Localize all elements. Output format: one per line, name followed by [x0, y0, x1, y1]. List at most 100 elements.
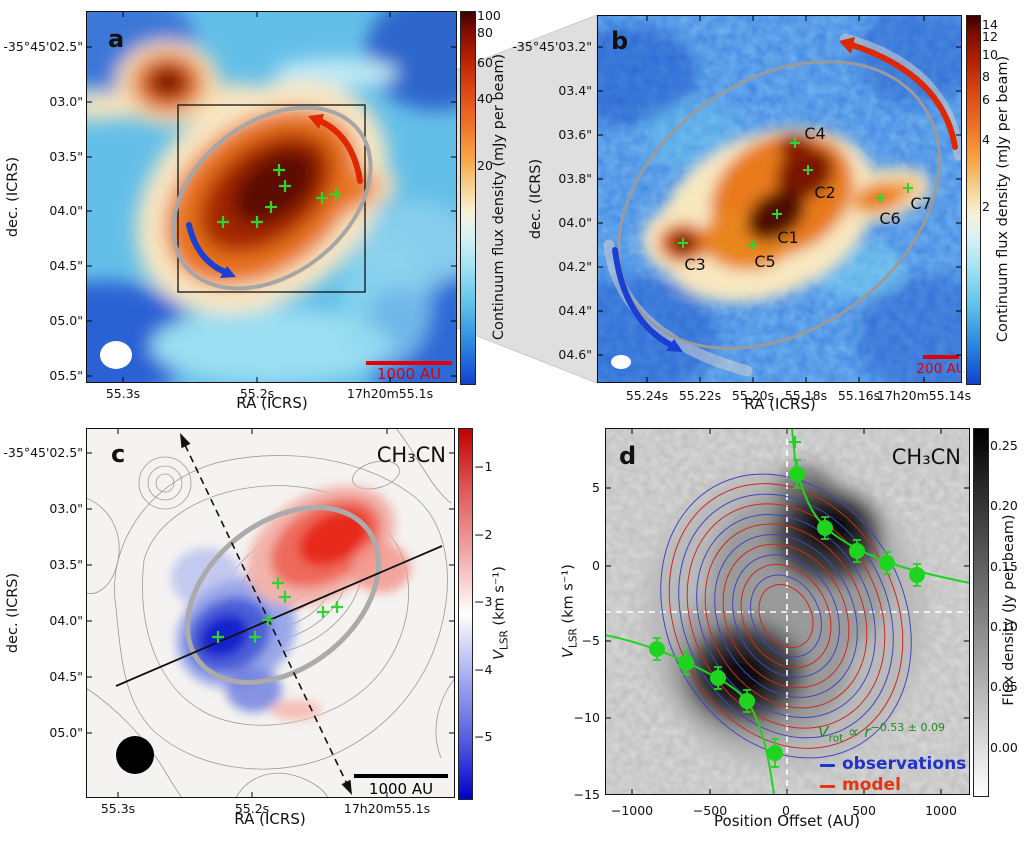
panel-letter: d — [619, 442, 636, 470]
model-legend-label: model — [842, 775, 901, 795]
b-ytick: 04.0" — [558, 215, 592, 230]
panel-letter: c — [111, 440, 125, 468]
b-xtick: 55.20s — [731, 388, 775, 403]
receding-arrow — [308, 114, 363, 184]
c-ytick: 04.0" — [49, 613, 83, 628]
c-cbar-label: VLSR (km s⁻¹) — [492, 566, 511, 660]
d-xtick: −500 — [692, 803, 728, 818]
observation-contours — [660, 473, 912, 759]
molecule-label: CH₃CN — [377, 443, 446, 467]
a-ytick: 04.0" — [49, 203, 83, 218]
scale-bar-label: 1000 AU — [369, 780, 433, 798]
major-axis-line — [115, 545, 443, 687]
a-ytick: 05.5" — [49, 368, 83, 383]
c-cbar-tick: −2 — [474, 527, 493, 542]
colorbar-b — [966, 15, 981, 385]
c-xtick: 55.3s — [100, 801, 136, 816]
d-cbar-tick: 0.20 — [990, 498, 1018, 513]
b-cbar-tick: 4 — [982, 132, 990, 147]
d-xlabel: Position Offset (AU) — [714, 812, 860, 830]
d-ytick: −10 — [573, 710, 600, 725]
core-label-c1: C1 — [777, 228, 798, 247]
colorbar-a — [460, 11, 476, 385]
a-ytick: 03.0" — [49, 94, 83, 109]
core-label-c7: C7 — [910, 194, 931, 213]
beam-ellipse — [611, 355, 631, 369]
receding-arrow — [839, 37, 958, 150]
b-cbar-tick: 14 — [982, 17, 998, 32]
approaching-arrow — [186, 222, 236, 278]
rotation-fit-annotation: Vrot ∝ r−0.53 ± 0.09 — [818, 721, 945, 744]
d-xtick: 0 — [782, 803, 790, 818]
observations-legend-dash — [820, 764, 835, 767]
d-xtick: 1000 — [925, 803, 957, 818]
d-ytick: −5 — [581, 633, 600, 648]
c-cbar-label-subscript: LSR — [498, 630, 511, 650]
a-cbar-tick: 100 — [477, 8, 501, 23]
core-label-c6: C6 — [879, 209, 900, 228]
crosshair-dashed-lines — [605, 428, 970, 795]
core-markers — [212, 577, 343, 643]
rotation-ellipse — [617, 60, 941, 350]
c-cbar-tick: −3 — [474, 594, 493, 609]
axis-ticks — [86, 428, 455, 798]
fit-subscript: rot — [828, 732, 844, 745]
c-cbar-tick: −4 — [474, 662, 493, 677]
a-ytick: -35°45'02.5" — [3, 39, 83, 54]
b-xtick: 55.18s — [784, 388, 828, 403]
model-legend-dash — [820, 785, 835, 788]
b-xlabel: RA (ICRS) — [744, 395, 816, 413]
b-ytick: 04.6" — [558, 347, 592, 362]
a-xtick: 17h20m55.1s — [346, 386, 434, 401]
colorbar-c — [458, 428, 473, 800]
d-xtick: −1000 — [610, 803, 654, 818]
axis-ticks — [605, 428, 970, 795]
c-ylabel: dec. (ICRS) — [5, 572, 21, 654]
b-ytick: 03.8" — [558, 171, 592, 186]
a-ytick: 05.0" — [49, 313, 83, 328]
core-labels: C1 C2 C3 C4 C5 C6 C7 — [684, 124, 931, 274]
a-cbar-tick: 60 — [477, 55, 493, 70]
c-ytick: -35°45'02.5" — [3, 445, 83, 460]
d-cbar-tick: 0.00 — [990, 740, 1018, 755]
a-ylabel: dec. (ICRS) — [5, 156, 21, 238]
axis-ticks — [597, 15, 962, 383]
colorbar-d — [973, 428, 989, 797]
d-cbar-label: Flux density (Jy per beam) — [1001, 514, 1017, 706]
d-ytick: 0 — [592, 558, 600, 573]
rotation-ellipse — [184, 505, 382, 685]
panel-a-map: 1000 AU a — [86, 11, 457, 383]
c-ytick: 03.0" — [49, 501, 83, 516]
c-xlabel: RA (ICRS) — [234, 810, 306, 828]
b-ytick: 04.2" — [558, 259, 592, 274]
c-cbar-tick: −1 — [474, 459, 493, 474]
b-xtick: 17h20m55.14s — [876, 388, 972, 403]
d-cbar-tick: 0.25 — [990, 438, 1018, 453]
b-ytick: 03.6" — [558, 127, 592, 142]
approaching-arrow — [612, 247, 683, 352]
axis-ticks — [86, 11, 457, 383]
d-ylabel: VLSR (km s⁻¹) — [561, 564, 580, 658]
b-ytick: 03.4" — [558, 83, 592, 98]
fit-operator: ∝ — [843, 723, 865, 742]
fit-radius-symbol: r — [864, 723, 871, 742]
c-cbar-tick: −5 — [474, 729, 493, 744]
b-xtick: 55.22s — [678, 388, 722, 403]
fit-symbol: V — [818, 723, 829, 742]
b-cbar-tick: 12 — [982, 29, 998, 44]
c-xtick: 55.2s — [234, 801, 270, 816]
d-ylabel-unit: (km s⁻¹) — [560, 564, 577, 629]
a-cbar-tick: 40 — [477, 91, 493, 106]
observations-legend-label: observations — [842, 754, 967, 774]
a-cbar-label: Continuum flux density (mJy per beam) — [491, 53, 507, 341]
core-label-c4: C4 — [804, 124, 825, 143]
d-xtick: 500 — [852, 803, 876, 818]
b-ytick: -35°45'03.2" — [512, 39, 592, 54]
panel-c-velocity-map: 1000 AU c CH₃CN — [86, 428, 455, 798]
b-xtick: 55.16s — [837, 388, 881, 403]
d-cbar-tick: 0.05 — [990, 679, 1018, 694]
a-xlabel: RA (ICRS) — [236, 394, 308, 412]
core-label-c2: C2 — [814, 183, 835, 202]
rotation-points — [649, 466, 925, 761]
